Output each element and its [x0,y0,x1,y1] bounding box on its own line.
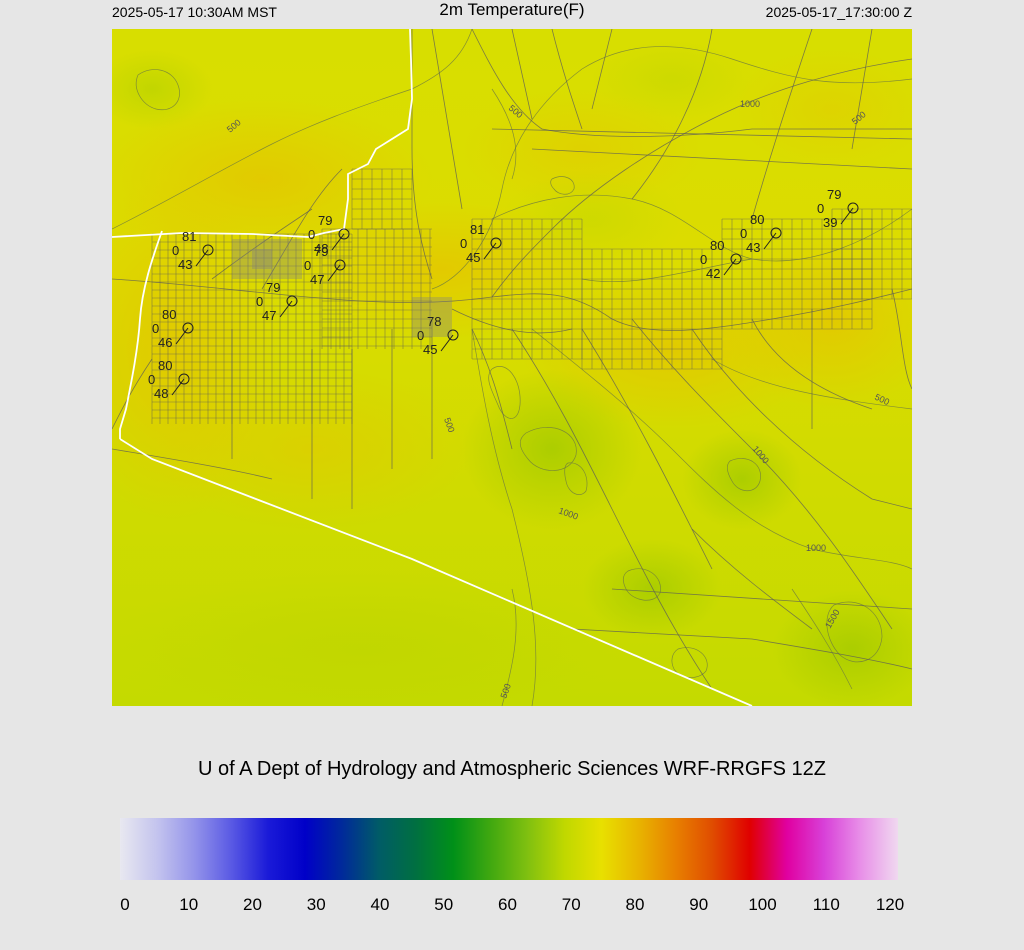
station-dewpoint: 48 [154,386,168,401]
station-temperature: 78 [427,314,441,329]
valid-time-label: 2025-05-17_17:30:00 Z [765,4,912,20]
station-wind: 0 [817,201,824,216]
temperature-colorbar [120,818,898,880]
station-dewpoint: 45 [466,250,480,265]
colorbar-tick-label: 10 [179,895,199,914]
wind-barb [327,264,341,282]
station-temperature: 81 [470,222,484,237]
station-wind: 0 [308,227,315,242]
colorbar-tick-label: 110 [812,895,840,914]
wind-barb [175,327,189,345]
colorbar-tick-label: 60 [498,895,517,914]
wind-barb [723,258,737,276]
colorbar-ticks: 0 10 20 30 40 50 60 70 80 90 100 110 120 [0,895,1024,917]
station-circle [770,227,782,239]
local-time-label: 2025-05-17 10:30AM MST [112,4,277,20]
station-circle [730,253,742,265]
wind-barb [279,300,293,318]
station-circle [447,329,459,341]
station-temperature: 80 [750,212,764,227]
credit-text: U of A Dept of Hydrology and Atmospheric… [197,758,827,780]
station-dewpoint: 43 [746,240,760,255]
colorbar-tick-label: 120 [875,895,905,914]
colorbar-tick-label: 90 [689,895,709,914]
colorbar-tick-label: 50 [434,895,454,914]
station-wind: 0 [148,372,155,387]
wind-barb [763,232,777,250]
city-grids [151,168,912,424]
map-title: 2m Temperature(F) [439,0,585,19]
colorbar-tick-label: 0 [120,895,130,914]
station-circle [847,202,859,214]
wind-barb [171,378,185,396]
station-dewpoint: 45 [423,342,437,357]
station-temperature: 79 [827,187,841,202]
station-dewpoint: 43 [178,257,192,272]
station-dewpoint: 46 [158,335,172,350]
colorbar-tick-label: 80 [625,895,645,914]
elevation-contours [112,29,912,706]
wind-barb [331,233,345,251]
colorbar-tick-label: 20 [243,895,262,914]
colorbar-tick-label: 100 [748,895,777,914]
station-plots: 8104379048790477904780046800488104578045… [148,187,859,401]
station-wind: 0 [740,226,747,241]
station-dewpoint: 47 [262,308,276,323]
station-temperature: 80 [158,358,172,373]
station-temperature: 81 [182,229,196,244]
temperature-map: 500 500 1000 500 500 500 1000 1000 1000 … [112,29,912,706]
colorbar-tick-label: 40 [370,895,390,914]
station-temperature: 80 [162,307,176,322]
contour-label: 500 [498,682,513,700]
wind-barb [840,207,854,225]
station-circle [178,373,190,385]
station-circle [202,244,214,256]
station-wind: 0 [256,294,263,309]
contour-label: 1000 [740,99,760,109]
contour-label: 1000 [806,543,826,553]
station-wind: 0 [700,252,707,267]
station-circle [490,237,502,249]
station-wind: 0 [172,243,179,258]
station-circle [182,322,194,334]
station-circle [338,228,350,240]
contour-label: 500 [442,416,457,434]
station-wind: 0 [417,328,424,343]
wind-barb [195,249,209,267]
station-dewpoint: 42 [706,266,720,281]
station-temperature: 80 [710,238,724,253]
wind-barb [440,334,454,352]
station-temperature: 79 [314,244,328,259]
station-wind: 0 [152,321,159,336]
station-temperature: 79 [266,280,280,295]
colorbar-tick-label: 30 [306,895,326,914]
station-circle [286,295,298,307]
station-wind: 0 [460,236,467,251]
station-temperature: 79 [318,213,332,228]
station-dewpoint: 48 [314,241,328,256]
cool-regions [112,39,912,706]
station-circle [334,259,346,271]
station-dewpoint: 39 [823,215,837,230]
station-dewpoint: 47 [310,272,324,287]
wind-barb [483,242,497,260]
station-wind: 0 [304,258,311,273]
colorbar-tick-label: 70 [561,895,581,914]
road-network [112,29,912,690]
